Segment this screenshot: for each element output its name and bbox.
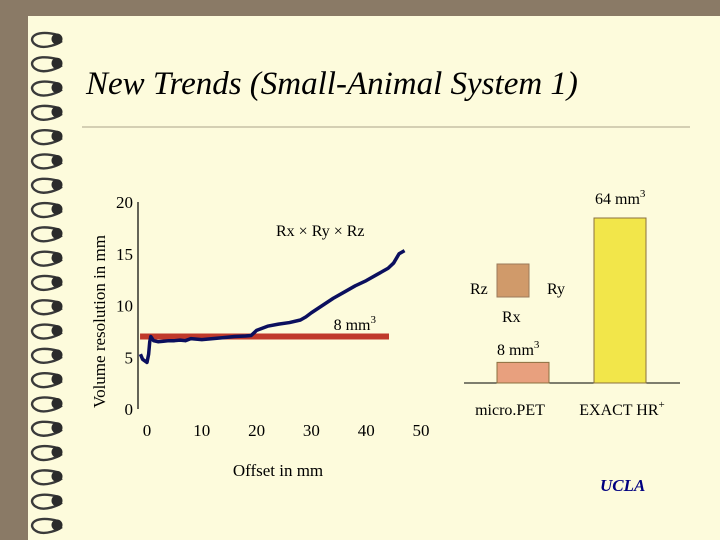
voxel-label-rx: Rx — [502, 309, 521, 326]
bars — [496, 217, 647, 384]
slide-canvas: New Trends (Small-Animal System 1) 0 5 10 1… — [31, 31, 690, 535]
voxel-legend: Rz Ry Rx — [470, 263, 565, 326]
bar-category-micropet: micro.PET — [475, 402, 545, 419]
binding-ring — [31, 80, 63, 97]
binding-ring — [31, 153, 63, 170]
x-tick-label: 10 — [193, 421, 210, 440]
y-tick-label: 5 — [125, 348, 134, 367]
x-tick-label: 30 — [303, 421, 320, 440]
binding-ring — [31, 274, 63, 292]
y-tick-labels: 0 5 10 15 20 — [116, 193, 133, 419]
x-tick-label: 50 — [413, 421, 430, 440]
binding-ring — [31, 444, 63, 462]
voxel-cube — [496, 263, 530, 298]
y-tick-label: 20 — [116, 193, 133, 212]
binding-ring — [31, 493, 63, 510]
binding-ring — [31, 299, 63, 316]
bar-exacthr — [593, 217, 647, 384]
binding-ring — [31, 56, 63, 73]
y-tick-label: 15 — [116, 245, 133, 264]
x-tick-label: 40 — [358, 421, 375, 440]
binding-ring — [31, 469, 63, 486]
slide: New Trends (Small-Animal System 1) 0 5 10 1… — [28, 16, 720, 540]
y-tick-label: 10 — [116, 297, 133, 316]
binding-ring — [31, 323, 63, 340]
binding-ring — [31, 420, 63, 437]
binding-ring — [31, 396, 63, 413]
ucla-footer: UCLA — [600, 476, 645, 495]
bar-category-exacthr: EXACT HR+ — [579, 399, 664, 419]
bar-value-label-micropet: 8 mm3 — [497, 339, 540, 359]
binding-ring — [31, 226, 63, 243]
voxel-label-ry: Ry — [547, 281, 565, 298]
series-label-rxryrz: Rx × Ry × Rz — [276, 223, 365, 240]
y-tick-label: 0 — [125, 400, 134, 419]
series-label-8mm3: 8 mm3 — [334, 314, 377, 334]
bar-chart: 8 mm3 64 mm3 micro.PET EXACT HR+ — [464, 188, 680, 419]
x-tick-label: 0 — [143, 421, 152, 440]
binding-ring — [31, 201, 63, 219]
x-tick-labels: 0 10 20 30 40 50 — [143, 421, 430, 440]
series-group — [138, 249, 406, 365]
x-axis-label: Offset in mm — [233, 461, 323, 480]
binding-ring — [31, 177, 63, 194]
binding-ring — [31, 517, 63, 535]
binding-ring — [31, 104, 63, 122]
line-chart: 0 5 10 15 20 0 10 20 30 40 50 Volume resolution i… — [90, 193, 430, 480]
spiral-binding — [31, 31, 63, 535]
series-line-rxryrz — [138, 249, 406, 365]
binding-ring — [31, 372, 63, 389]
binding-ring — [31, 129, 63, 146]
bar-micropet — [496, 361, 550, 384]
binding-ring — [31, 31, 63, 49]
binding-ring — [31, 250, 63, 267]
y-axis-label: Volume resolution in mm — [90, 235, 109, 408]
x-tick-label: 20 — [248, 421, 265, 440]
slide-title: New Trends (Small-Animal System 1) — [85, 66, 578, 102]
voxel-label-rz: Rz — [470, 281, 488, 298]
binding-ring — [31, 347, 63, 365]
bar-value-label-exacthr: 64 mm3 — [595, 188, 646, 208]
